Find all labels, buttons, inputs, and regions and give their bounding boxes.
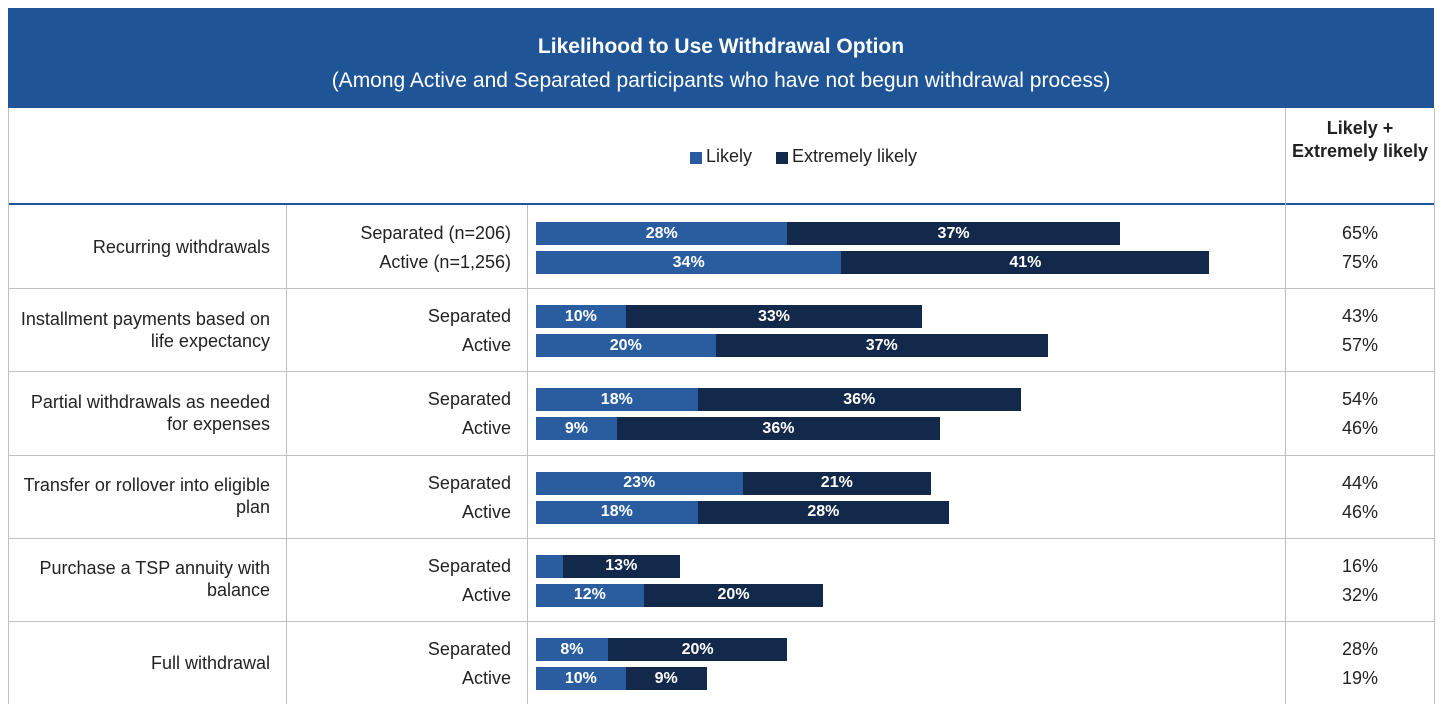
row-label: Active	[461, 668, 511, 688]
bar-segment: 9%	[625, 667, 707, 690]
bar-segment: 13%	[562, 554, 680, 578]
bar-segment: 41%	[841, 251, 1210, 274]
bar-segment: 10%	[536, 305, 626, 329]
data-label: 37%	[937, 224, 970, 242]
row-label: Active	[461, 501, 511, 522]
bar-segment	[536, 554, 563, 578]
bar-segment: 28%	[697, 500, 950, 524]
total-label: 16%	[1341, 555, 1379, 576]
bar-segment: 28%	[536, 222, 788, 245]
group-label: Partial withdrawals as needed for expens…	[30, 391, 270, 434]
header-rule	[8, 203, 1434, 205]
bar-segment: 36%	[616, 417, 941, 441]
group-label: Installment payments based on life expec…	[20, 308, 270, 351]
data-label: 9%	[654, 669, 678, 687]
row-label: Separated	[427, 472, 511, 493]
row-label: Active (n=1,256)	[379, 252, 511, 272]
legend-swatch	[690, 152, 702, 164]
data-label: 36%	[843, 390, 876, 408]
total-label: 32%	[1341, 584, 1379, 605]
data-label: 23%	[623, 474, 656, 492]
total-label: 44%	[1341, 472, 1379, 493]
data-label: 12%	[573, 586, 606, 604]
row-line	[8, 288, 1434, 290]
data-label: 9%	[564, 419, 588, 437]
bar-segment: 20%	[536, 334, 716, 358]
bar-segment: 12%	[536, 583, 644, 607]
data-label: 37%	[865, 336, 898, 354]
chart-subtitle: (Among Active and Separated participants…	[331, 69, 1111, 92]
column-line	[8, 108, 9, 704]
total-label: 75%	[1341, 252, 1379, 272]
bar-segment: 23%	[536, 471, 743, 495]
bar-segment: 21%	[742, 471, 932, 495]
row-line	[8, 537, 1434, 539]
bar-segment: 18%	[536, 500, 698, 524]
data-label: 21%	[820, 474, 853, 492]
data-label: 13%	[605, 557, 638, 575]
total-header: Likely + Extremely likely	[1291, 118, 1429, 161]
bar-segment: 34%	[536, 251, 842, 274]
total-label: 57%	[1341, 335, 1379, 356]
legend-swatch	[776, 152, 789, 164]
data-label: 20%	[717, 586, 750, 604]
total-label: 43%	[1341, 306, 1379, 327]
row-label: Separated	[427, 306, 511, 327]
data-label: 18%	[600, 503, 633, 521]
data-label: 20%	[681, 640, 714, 658]
total-label: 65%	[1341, 223, 1379, 243]
bar-segment: 20%	[607, 638, 788, 661]
total-label: 46%	[1341, 501, 1379, 522]
row-label: Separated	[427, 389, 511, 410]
column-line	[527, 205, 528, 704]
data-label: 28%	[645, 224, 678, 242]
bar-segment: 37%	[787, 222, 1120, 245]
bar-segment: 37%	[715, 334, 1048, 358]
row-line	[8, 371, 1434, 373]
bar-segment: 33%	[625, 305, 923, 329]
row-label: Separated	[427, 639, 511, 659]
header: Likelihood to Use Withdrawal Option (Amo…	[8, 8, 1434, 108]
data-label: 41%	[1009, 253, 1042, 271]
row-label: Active	[461, 335, 511, 356]
column-line	[1285, 108, 1286, 704]
data-label: 10%	[564, 669, 597, 687]
data-label: 36%	[762, 419, 795, 437]
total-label: 19%	[1341, 668, 1379, 688]
bar-segment: 9%	[536, 417, 617, 441]
data-label: 8%	[560, 640, 584, 658]
bar-segment: 20%	[643, 583, 824, 607]
group-label: Transfer or rollover into eligible plan	[23, 475, 270, 518]
data-label: 28%	[807, 503, 840, 521]
total-label: 46%	[1341, 418, 1379, 439]
chart-title: Likelihood to Use Withdrawal Option	[537, 35, 905, 58]
row-line	[8, 454, 1434, 456]
row-label: Active	[461, 584, 511, 605]
column-line	[1434, 108, 1435, 704]
legend-label: Extremely likely	[792, 146, 918, 166]
total-label: 28%	[1341, 639, 1379, 659]
data-label: 34%	[672, 253, 705, 271]
row-line	[8, 621, 1434, 622]
bar-segment: 36%	[697, 388, 1021, 412]
row-label: Separated	[427, 555, 511, 576]
legend-label: Likely	[706, 146, 753, 166]
row-label: Active	[461, 418, 511, 439]
group-label: Purchase a TSP annuity with balance	[39, 558, 270, 601]
column-line	[286, 205, 287, 704]
data-label: 33%	[757, 307, 790, 325]
bar-segment: 18%	[536, 388, 698, 412]
bar-segment: 8%	[536, 638, 608, 661]
data-label: 20%	[609, 336, 642, 354]
data-label: 10%	[564, 307, 597, 325]
bar-segment: 10%	[536, 667, 626, 690]
row-label: Separated (n=206)	[360, 223, 511, 243]
total-label: 54%	[1341, 389, 1379, 410]
data-label: 18%	[600, 390, 633, 408]
group-label: Recurring withdrawals	[92, 236, 270, 257]
group-label: Full withdrawal	[150, 652, 270, 673]
